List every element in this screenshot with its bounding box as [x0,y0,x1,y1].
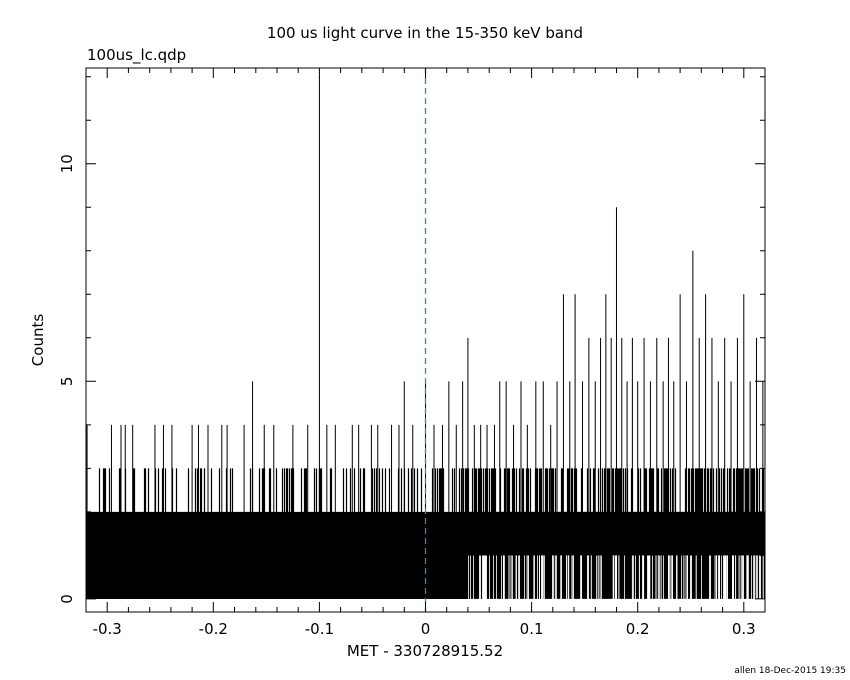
y-tick-label: 5 [58,377,76,387]
y-tick-labels: 0 5 10 [58,154,76,604]
x-tick-label: 0.1 [520,620,544,638]
x-tick-label: -0.3 [93,620,122,638]
chart-subtitle: 100us_lc.qdp [87,46,186,65]
chart-title: 100 us light curve in the 15-350 keV ban… [267,24,583,42]
tick-marks [86,68,765,612]
footer-credit: allen 18-Dec-2015 19:35 [734,666,846,676]
x-tick-label: -0.2 [199,620,228,638]
zero-count-gaps [503,555,764,612]
x-axis-label: MET - 330728915.52 [347,642,503,660]
baseline-band-pre [86,555,468,599]
axis-ticks [86,68,765,612]
baseline-band-post [467,511,765,556]
x-tick-label: 0.3 [732,620,756,638]
x-tick-labels: -0.3 -0.2 -0.1 0 0.1 0.2 0.3 [93,620,756,638]
y-axis-label: Counts [29,314,47,367]
x-tick-label: 0 [421,620,431,638]
y-tick-label: 0 [58,594,76,604]
x-tick-label: -0.1 [305,620,334,638]
y-tick-label: 10 [58,154,76,173]
x-tick-label: 0.2 [626,620,650,638]
